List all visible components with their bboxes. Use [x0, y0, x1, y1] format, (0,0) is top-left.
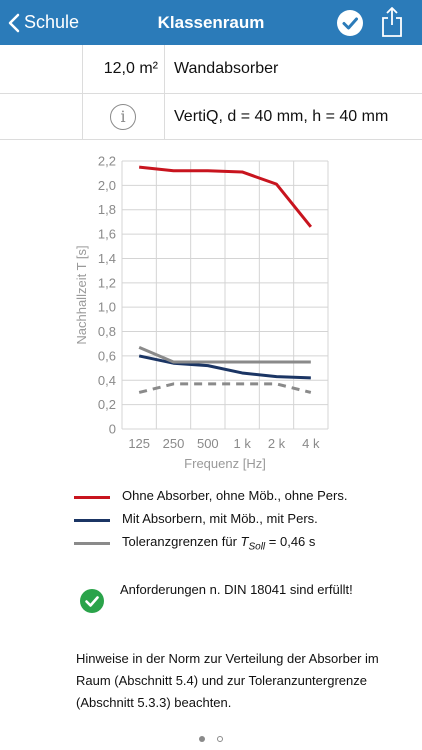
y-tick-label: 1,6	[98, 227, 116, 242]
checkmark-icon	[342, 17, 358, 30]
y-tick-label: 0,2	[98, 397, 116, 412]
legend-swatch	[74, 496, 110, 499]
page-indicator[interactable]	[0, 730, 422, 748]
legend-item-without-absorber: Ohne Absorber, ohne Möb., ohne Pers.	[74, 486, 414, 509]
success-check-icon	[80, 589, 104, 613]
series-line-3	[138, 346, 311, 364]
navigation-bar: Schule Klassenraum	[0, 0, 422, 45]
x-tick-label: 125	[128, 436, 150, 451]
x-tick-label: 4 k	[302, 436, 320, 451]
chart-legend: Ohne Absorber, ohne Möb., ohne Pers. Mit…	[74, 486, 414, 555]
absorber-area: 12,0 m²	[103, 60, 158, 77]
back-button[interactable]: Schule	[8, 0, 79, 45]
y-tick-label: 0,4	[98, 373, 116, 388]
y-tick-label: 0	[109, 422, 116, 437]
series-line-1	[139, 165, 313, 228]
x-tick-label: 2 k	[268, 436, 286, 451]
y-tick-label: 1,0	[98, 300, 116, 315]
page-dot-inactive[interactable]	[217, 735, 224, 742]
product-spec: VertiQ, d = 40 mm, h = 40 mm	[174, 107, 389, 125]
legend-label: Toleranzgrenzen für TSoll = 0,46 s	[122, 534, 316, 553]
share-button[interactable]	[380, 6, 404, 38]
y-tick-label: 2,0	[98, 178, 116, 193]
hint-text: Hinweise in der Norm zur Verteilung der …	[76, 651, 379, 710]
x-axis-label: Frequenz [Hz]	[184, 456, 266, 471]
y-tick-label: 2,2	[98, 154, 116, 169]
back-label: Schule	[24, 12, 80, 32]
info-row-area: 12,0 m² Wandabsorber	[0, 45, 422, 94]
y-axis-label: Nachhallzeit T [s]	[74, 245, 89, 344]
y-tick-label: 0,8	[98, 324, 116, 339]
y-tick-label: 1,8	[98, 202, 116, 217]
chevron-left-icon	[8, 13, 20, 32]
x-tick-label: 250	[163, 436, 185, 451]
legend-label: Ohne Absorber, ohne Möb., ohne Pers.	[122, 488, 348, 503]
x-tick-label: 1 k	[233, 436, 251, 451]
info-icon[interactable]: i	[110, 104, 136, 130]
series-line-4	[138, 382, 312, 394]
share-icon	[382, 7, 402, 37]
status-message: Anforderungen n. DIN 18041 sind erfüllt!	[120, 582, 353, 597]
confirm-button[interactable]	[337, 10, 363, 36]
legend-swatch	[74, 542, 110, 545]
legend-item-tolerance: Toleranzgrenzen für TSoll = 0,46 s	[74, 532, 414, 555]
compliance-status: Anforderungen n. DIN 18041 sind erfüllt!	[80, 579, 400, 629]
series-line-2	[138, 354, 311, 380]
absorber-type: Wandabsorber	[174, 60, 279, 77]
page-dot-active[interactable]	[198, 735, 205, 742]
legend-label: Mit Absorbern, mit Möb., mit Pers.	[122, 511, 318, 526]
legend-swatch	[74, 519, 110, 522]
info-row-product: i VertiQ, d = 40 mm, h = 40 mm	[0, 94, 422, 140]
x-tick-label: 500	[197, 436, 219, 451]
y-tick-label: 1,2	[98, 275, 116, 290]
y-tick-label: 0,6	[98, 348, 116, 363]
reverberation-chart: 0 0,2 0,4 0,6 0,8 1,0 1,2 1,4 1,6 1,8 2,0 2,2 125 250…	[74, 154, 329, 471]
legend-item-with-absorber: Mit Absorbern, mit Möb., mit Pers.	[74, 509, 414, 532]
y-tick-label: 1,4	[98, 251, 116, 266]
